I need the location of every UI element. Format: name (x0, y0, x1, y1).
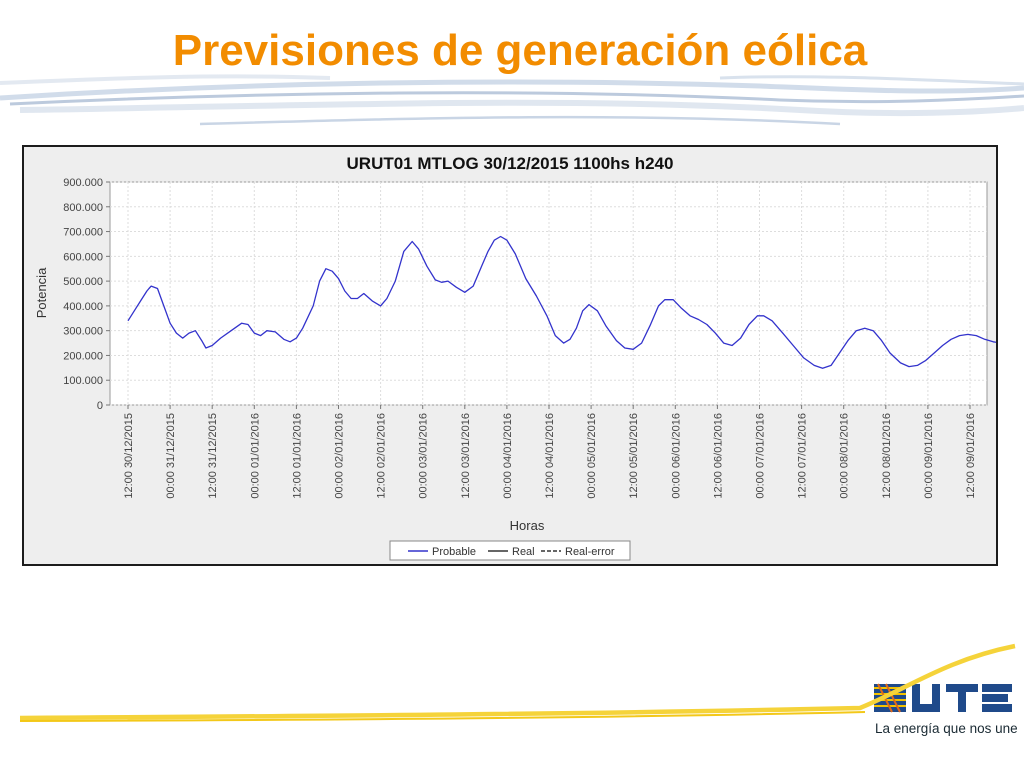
y-tick-label: 600.000 (63, 251, 103, 263)
x-tick-label: 12:00 07/01/2016 (797, 413, 809, 499)
ute-letters (912, 684, 1012, 712)
legend-label: Real (512, 546, 535, 558)
chart-title: URUT01 MTLOG 30/12/2015 1100hs h240 (347, 154, 674, 173)
chart-panel: URUT01 MTLOG 30/12/2015 1100hs h240 0 100.… (22, 145, 998, 566)
y-tick-label: 500.000 (63, 276, 103, 288)
x-tick-label: 00:00 01/01/2016 (249, 413, 261, 499)
y-tick-label: 400.000 (63, 301, 103, 313)
y-tick-label: 200.000 (63, 350, 103, 362)
x-tick-label: 12:00 05/01/2016 (628, 413, 640, 499)
x-tick-label: 12:00 03/01/2016 (460, 413, 472, 499)
line-chart: URUT01 MTLOG 30/12/2015 1100hs h240 0 100.… (34, 154, 996, 561)
y-tick-label: 300.000 (63, 326, 103, 338)
x-tick-label: 00:00 05/01/2016 (586, 413, 598, 499)
y-tick-label: 100.000 (63, 375, 103, 387)
y-tick-label: 800.000 (63, 202, 103, 214)
series-line-probable (127, 235, 996, 369)
x-tick-label: 00:00 04/01/2016 (502, 413, 514, 499)
x-tick-label: 12:00 30/12/2015 (123, 413, 135, 499)
x-tick-label: 12:00 31/12/2015 (207, 413, 219, 499)
x-tick-label: 12:00 01/01/2016 (291, 413, 303, 499)
chart-layer: URUT01 MTLOG 30/12/2015 1100hs h240 0 100.… (34, 154, 996, 561)
legend-label: Real-error (565, 546, 615, 558)
x-tick-label: 12:00 04/01/2016 (544, 413, 556, 499)
x-tick-label: 00:00 06/01/2016 (670, 413, 682, 499)
x-axis-label: Horas (510, 518, 545, 533)
y-tick-label: 700.000 (63, 227, 103, 239)
slide-title: Previsiones de generación eólica (172, 26, 868, 75)
y-tick-label: 900.000 (63, 177, 103, 189)
legend-box (389, 540, 631, 561)
x-tick-label: 00:00 09/01/2016 (923, 413, 935, 499)
x-tick-label: 12:00 06/01/2016 (712, 413, 724, 499)
x-tick-label: 00:00 03/01/2016 (418, 413, 430, 499)
tagline: La energía que nos une (875, 721, 1018, 736)
y-tick-label: 0 (97, 400, 103, 412)
x-tick-label: 12:00 08/01/2016 (881, 413, 893, 499)
x-tick-label: 12:00 09/01/2016 (965, 413, 977, 499)
x-tick-label: 00:00 07/01/2016 (755, 413, 767, 499)
x-tick-label: 00:00 31/12/2015 (165, 413, 177, 499)
x-tick-label: 00:00 02/01/2016 (334, 413, 346, 499)
x-tick-label: 12:00 02/01/2016 (376, 413, 388, 499)
x-tick-label: 00:00 08/01/2016 (839, 413, 851, 499)
legend-label: Probable (432, 546, 476, 558)
y-axis-label: Potencia (34, 267, 49, 318)
